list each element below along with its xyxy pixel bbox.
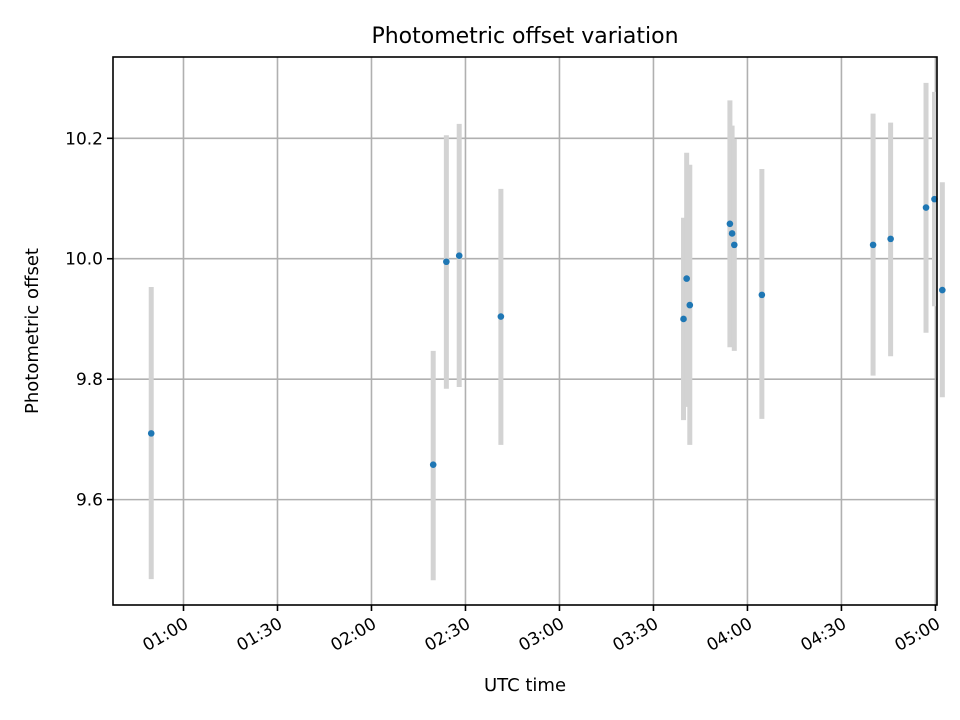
data-point bbox=[922, 204, 930, 211]
data-point bbox=[497, 313, 505, 320]
data-point bbox=[730, 241, 738, 249]
data-point bbox=[147, 430, 155, 437]
data-point bbox=[726, 220, 734, 228]
data-point bbox=[455, 252, 463, 260]
data-point bbox=[939, 286, 946, 294]
y-tick-label: 10.2 bbox=[65, 129, 103, 149]
data-point bbox=[869, 241, 877, 249]
grid bbox=[113, 57, 937, 605]
data-point bbox=[686, 301, 694, 309]
y-axis-ticks: 9.6 9.8 10.0 10.2 bbox=[65, 129, 113, 511]
data-point bbox=[429, 461, 437, 468]
data-point bbox=[683, 275, 690, 282]
y-axis-label: Photometric offset bbox=[22, 248, 43, 414]
y-tick-label: 9.8 bbox=[76, 370, 103, 390]
x-axis-label: UTC time bbox=[484, 675, 566, 696]
plot-frame bbox=[112, 56, 938, 606]
chart-title: Photometric offset variation bbox=[371, 24, 678, 49]
data-point bbox=[680, 315, 687, 323]
data-point bbox=[931, 195, 938, 203]
data-point bbox=[887, 235, 894, 243]
data-points bbox=[147, 195, 946, 468]
data-point bbox=[443, 258, 450, 266]
y-tick-label: 10.0 bbox=[65, 250, 103, 270]
data-point bbox=[728, 230, 736, 237]
y-tick-label: 9.6 bbox=[76, 491, 103, 511]
data-point bbox=[758, 291, 766, 299]
